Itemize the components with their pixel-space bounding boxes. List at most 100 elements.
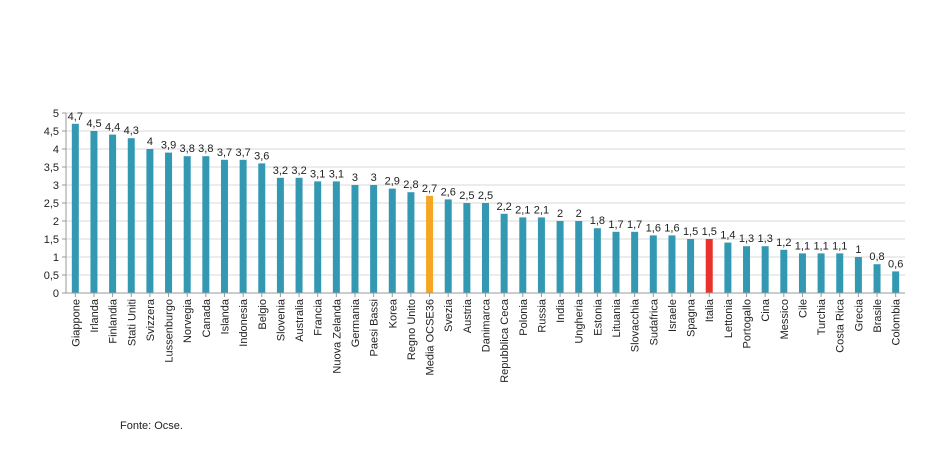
y-tick-label: 1,5 [44,234,59,246]
bar [687,239,695,293]
x-category-label: Media OCSE36 [425,299,437,375]
x-category-label: Danimarca [481,298,493,352]
data-label: 1,5 [683,226,698,238]
data-label: 1,5 [702,226,717,238]
bar [407,192,415,293]
data-label: 3,2 [273,165,288,177]
x-category-label: Slovenia [275,298,287,341]
bar [519,217,527,293]
bar [220,159,228,293]
bar [724,242,732,293]
bar [426,195,434,293]
y-tick-label: 4 [53,144,59,156]
x-category-label: Cina [760,298,772,322]
x-category-label: Lituania [611,298,623,337]
bar [370,185,378,293]
data-label: 3,2 [291,165,306,177]
data-label: 1,4 [720,230,735,242]
bar [90,131,98,293]
data-label: 2,9 [385,176,400,188]
bar [332,181,340,293]
data-label: 1,3 [739,233,754,245]
data-label: 2,7 [422,183,437,195]
x-category-label: Italia [704,298,716,322]
data-label: 3,1 [329,168,344,180]
bar-chart: 00,511,522,533,544,55 4,74,5 4,4 4,34 3,9 3,… [44,108,905,383]
bar [258,163,266,293]
y-tick-label: 4,5 [44,126,59,138]
data-label: 2,1 [515,204,530,216]
bar [743,246,751,293]
bar [146,149,154,293]
bar [463,203,471,293]
bar [109,134,117,293]
x-category-label: Portogallo [742,299,754,349]
x-category-label: Francia [313,298,325,336]
bar [556,221,564,293]
data-label: 3 [371,172,377,184]
x-category-label: Spagna [686,298,698,337]
y-tick-label: 1 [53,252,59,264]
data-label: 0,6 [888,258,903,270]
data-label: 1 [855,244,861,256]
bar [276,177,284,293]
source-note: Fonte: Ocse. [120,420,183,432]
bar [798,253,806,293]
x-category-label: Norvegia [182,298,194,343]
bar [314,181,322,293]
data-label: 1,6 [646,222,661,234]
x-category-label: Finlandia [108,298,120,344]
x-category-label: Slovacchia [630,298,642,352]
bar [836,253,844,293]
x-category-label: Indonesia [238,298,250,347]
x-category-label: Colombia [891,298,903,345]
data-labels: 4,74,5 4,4 4,3 4 3,9 3,8 3,8 3,7 3,7 3,6 3,2 3,2 3,1… [68,111,904,271]
data-label: 1,1 [813,240,828,252]
x-category-label: Svezia [443,298,455,332]
x-category-label: Regno Unito [406,299,418,360]
bar [705,239,713,293]
x-category-label: Messico [779,299,791,339]
bar [612,231,620,293]
x-category-label: Polonia [518,298,530,336]
y-tick-label: 2,5 [44,198,59,210]
y-axis: 0 0,5 1 1,5 2 2,5 3 3,5 4 4,5 5 [44,108,67,300]
x-category-label: Islanda [219,298,231,334]
x-category-label: Paesi Bassi [369,299,381,356]
bars [71,123,900,293]
bar [351,185,359,293]
x-category-label: Irlanda [89,298,101,333]
data-label: 3,7 [235,147,250,159]
data-label: 1,6 [664,222,679,234]
x-category-label: Repubblica Ceca [499,298,511,383]
x-category-label: Brasile [872,299,884,333]
data-label: 1,7 [627,219,642,231]
x-category-label: Turchia [816,298,828,335]
x-category-label: Israele [667,299,679,332]
data-label: 3,6 [254,150,269,162]
x-category-label: Russia [536,298,548,333]
bar [873,264,881,293]
data-label: 0,8 [869,251,884,263]
y-tick-label: 0,5 [44,270,59,282]
data-label: 4,5 [86,118,101,130]
bar [780,249,788,293]
bar [537,217,545,293]
data-label: 3,8 [180,143,195,155]
bar [593,228,601,293]
y-tick-label: 5 [53,108,59,120]
bar [202,156,210,293]
bar [668,235,676,293]
x-category-label: Costa Rica [835,298,847,353]
x-category-label: Estonia [592,298,604,336]
bar [482,203,489,293]
x-category-label: Ungheria [574,298,586,344]
data-label: 4,7 [68,111,83,123]
x-category-label: Austria [462,298,474,333]
data-label: 2,5 [478,190,493,202]
data-label: 2,1 [534,204,549,216]
x-category-label: Stati Uniti [126,299,138,346]
y-tick-label: 2 [53,216,59,228]
bar [388,188,396,293]
x-category-label: Nuova Zelanda [331,298,343,373]
